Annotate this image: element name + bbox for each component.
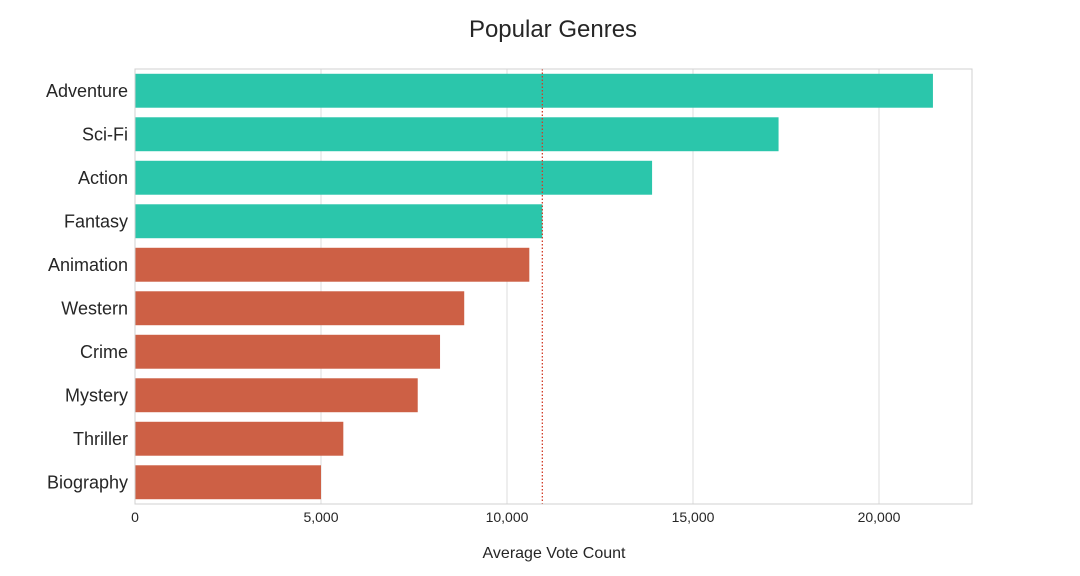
category-label: Action (78, 168, 128, 188)
bar-fantasy (135, 204, 543, 239)
category-label: Biography (47, 472, 128, 492)
x-tick-label: 20,000 (858, 509, 901, 525)
bar-action (135, 160, 653, 195)
plot-frame (134, 68, 973, 505)
x-tick-label: 10,000 (486, 509, 529, 525)
x-tick-label: 0 (131, 509, 139, 525)
x-axis-title: Average Vote Count (483, 545, 626, 562)
bar-animation (135, 247, 530, 282)
bar-thriller (135, 421, 344, 456)
bar-sci-fi (135, 117, 779, 152)
category-label: Crime (80, 342, 128, 362)
category-label: Fantasy (64, 211, 128, 231)
category-label: Animation (48, 255, 128, 275)
bar-western (135, 291, 465, 326)
category-label: Adventure (46, 81, 128, 101)
bar-adventure (135, 73, 933, 108)
category-label: Mystery (65, 385, 128, 405)
bar-crime (135, 334, 441, 369)
x-tick-label: 5,000 (303, 509, 338, 525)
bar-mystery (135, 378, 418, 413)
x-tick-label: 15,000 (672, 509, 715, 525)
bar-biography (135, 465, 321, 500)
chart-title: Popular Genres (469, 16, 637, 43)
category-label: Western (61, 298, 128, 318)
category-label: Sci-Fi (82, 124, 128, 144)
category-labels: Adventure Sci-Fi Action Fantasy Animation Wes… (46, 81, 128, 493)
x-tick-labels: 0 5,000 10,000 15,000 20,000 (131, 509, 901, 525)
category-label: Thriller (73, 429, 128, 449)
bars-layer (135, 73, 933, 500)
